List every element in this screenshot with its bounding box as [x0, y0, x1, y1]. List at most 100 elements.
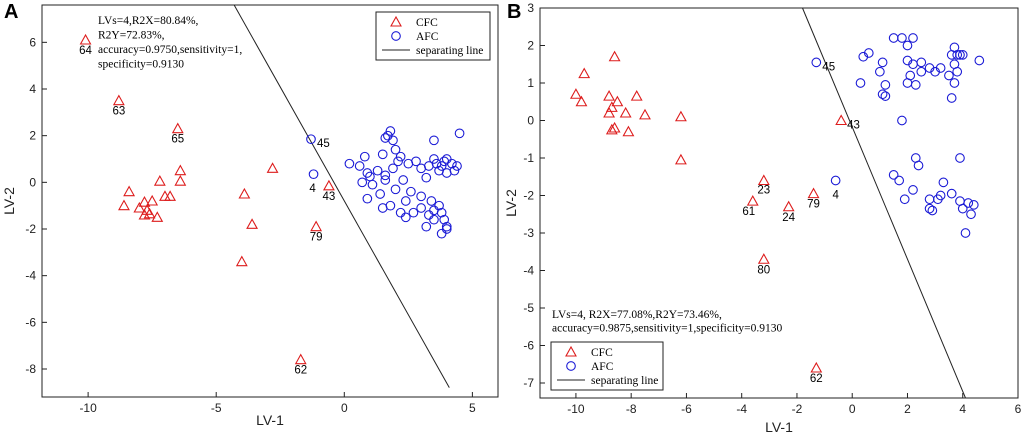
- panel-a-cfc-point: [246, 218, 259, 229]
- panel-b-cfc-point: [603, 89, 616, 101]
- panel-b-separating-line-path: [802, 7, 966, 399]
- panel-a-afc-point: [408, 207, 419, 218]
- panel-b-point-label: 43: [847, 120, 860, 132]
- panel-b-ylabel: LV-2: [503, 189, 519, 217]
- panel-b-afc-point: [949, 78, 960, 88]
- panel-a-cfc-point: [164, 190, 177, 201]
- panel-b-point-label: 61: [742, 206, 755, 218]
- panel-a-afc-point: [429, 214, 439, 225]
- panel-a-legend-box: [375, 11, 491, 61]
- panel-b-xtick-label: -6: [681, 402, 692, 416]
- panel-b-legend-entry: AFC: [591, 361, 614, 373]
- panel-b-afc-point: [877, 57, 888, 68]
- panel-b-cfc-point: [569, 88, 582, 99]
- panel-a-letter: A: [4, 1, 18, 23]
- panel-b-ytick-label: 3: [527, 1, 534, 15]
- panel-b-ytick-label: -4: [523, 264, 534, 278]
- panel-a-ytick-label: 0: [29, 175, 36, 189]
- panel-a-cfc-point: [266, 162, 279, 173]
- panel-b-legend-entry: separating line: [591, 375, 658, 387]
- panel-a-cfc-point: [174, 164, 187, 176]
- panel-b-xtick-label: 0: [849, 402, 856, 416]
- panel-a-ytick-label: 4: [29, 82, 36, 96]
- panel-a-point-label: 79: [310, 232, 323, 244]
- panel-b-separating-line: [802, 7, 966, 399]
- panel-a-ytick-label: 6: [29, 35, 36, 49]
- panel-a-point-label: 43: [323, 191, 336, 203]
- panel-a-afc-point: [416, 203, 426, 213]
- panel-a-afc-point: [449, 165, 460, 176]
- panel-a-afc-point: [447, 158, 457, 169]
- panel-b-xtick-label: 6: [1015, 402, 1022, 416]
- panel-b-cfc-point: [578, 67, 591, 79]
- panel-b-cfc-point: [630, 89, 643, 101]
- panel-b-legend-afc-marker: [566, 361, 576, 371]
- panel-b-afc-point: [863, 48, 874, 58]
- panel-b-point-label: 23: [757, 185, 770, 197]
- panel-a-ytick-label: 2: [29, 129, 36, 143]
- panel-a-afc-point: [436, 207, 447, 218]
- panel-a-cfc-point: [171, 122, 184, 134]
- panel-b-afc-point: [968, 200, 979, 210]
- panel-a-legend: CFC AFC separating line: [375, 11, 491, 61]
- panel-a-point-labels: 64 63 65 62 79 43 45 4: [79, 45, 335, 377]
- panel-a-cfc-point: [294, 353, 307, 365]
- panel-b-xtick-label: -2: [792, 402, 803, 416]
- panel-a-xtick-label: -5: [211, 401, 222, 415]
- panel-b-cfc-point: [611, 95, 624, 107]
- panel-b-ytick-label: -7: [523, 376, 534, 390]
- panel-a-ytick-label: -8: [25, 362, 36, 376]
- panel-b-annotation-line: accuracy=0.9875,sensitivity=1,specificit…: [552, 323, 782, 335]
- panel-b-afc-point: [916, 57, 927, 68]
- panel-a-annotation: LVs=4,R2X=80.84%, R2Y=72.83%, accuracy=0.9…: [98, 15, 242, 71]
- panel-b-afc-point: [946, 93, 957, 103]
- panel-b-afc-point: [855, 78, 866, 88]
- panel-b-point-label: 24: [782, 212, 795, 224]
- panel-b-cfc-point: [835, 114, 848, 126]
- panel-a-afc-point: [367, 179, 378, 190]
- panel-a-afc-point: [375, 189, 386, 199]
- panel-a-afc-point: [454, 128, 465, 139]
- panel-a-cfc-point: [118, 199, 130, 211]
- panel-a-afc-point: [398, 175, 409, 185]
- panel-b-xlabel: LV-1: [765, 419, 793, 435]
- panel-a-point-label: 65: [171, 134, 184, 146]
- panel-a-cfc-point: [238, 187, 251, 199]
- panel-a-legend-entry: CFC: [416, 17, 438, 29]
- panel-b-cfc-point: [608, 121, 621, 133]
- panel-b-xtick-label: -10: [567, 402, 585, 416]
- panel-b-afc-point: [955, 50, 965, 60]
- panel-a-ytick-label: -2: [25, 222, 36, 236]
- panel-b-cfc-point: [757, 253, 770, 264]
- panel-a-afc-point: [393, 156, 403, 167]
- panel-a-cfc-point: [112, 94, 125, 106]
- panel-a-afc-point: [390, 144, 401, 155]
- panel-b-point-label: 45: [822, 61, 835, 73]
- panel-b-afc-point: [908, 185, 918, 195]
- panel-a-xtick-label: 5: [469, 401, 476, 415]
- panel-a-points: [79, 33, 465, 365]
- panel-b-afc-point: [944, 70, 954, 81]
- panel-a-afc-point: [395, 151, 406, 162]
- panel-b-cfc-point: [622, 125, 635, 137]
- panel-a-cfc-point: [138, 208, 151, 220]
- panel-b-afc-point: [913, 160, 924, 171]
- panel-a-afc-point: [359, 151, 370, 162]
- panel-a-point-label: 4: [309, 183, 316, 195]
- panel-b-ytick-label: -6: [523, 339, 534, 353]
- panel-a-ytick-label: -4: [25, 269, 36, 283]
- panel-b-ytick-label: -1: [523, 151, 534, 165]
- panel-a-afc-point: [406, 186, 416, 197]
- panel-b-cfc-point: [639, 108, 651, 120]
- panel-b-cfc-point: [605, 123, 618, 135]
- panel-b-cfc-point: [757, 174, 770, 186]
- panel-b-cfc-point: [605, 101, 618, 112]
- panel-a-cfc-point: [133, 201, 146, 213]
- panel-b-ytick-label: -5: [523, 301, 534, 315]
- panel-b-afc-point: [946, 188, 957, 199]
- panel-a-cfc-point: [146, 194, 159, 206]
- panel-a-afc-point: [388, 135, 398, 146]
- panel-a-afc-point: [429, 154, 439, 164]
- panel-a-legend-cfc-marker: [390, 15, 402, 27]
